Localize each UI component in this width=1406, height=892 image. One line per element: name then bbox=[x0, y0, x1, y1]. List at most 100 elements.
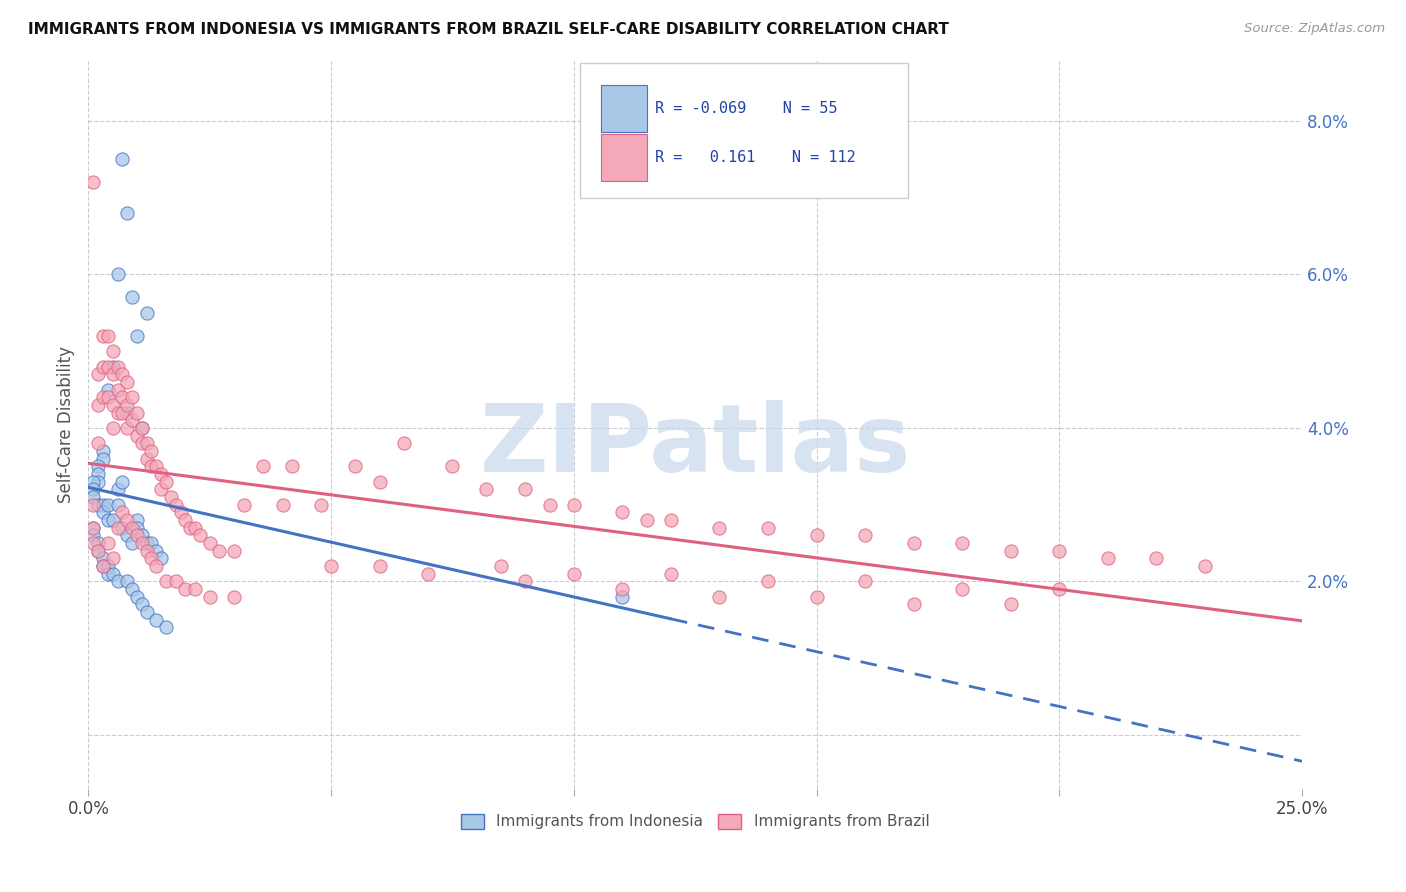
Point bbox=[222, 543, 245, 558]
Point bbox=[198, 536, 221, 550]
Point bbox=[636, 513, 658, 527]
Point bbox=[82, 483, 104, 497]
Text: R = -0.069    N = 55: R = -0.069 N = 55 bbox=[655, 101, 838, 116]
Point bbox=[141, 551, 163, 566]
Point bbox=[125, 528, 148, 542]
Point bbox=[91, 451, 114, 466]
Point bbox=[87, 543, 110, 558]
Point bbox=[150, 483, 173, 497]
Point bbox=[101, 359, 124, 374]
Point bbox=[125, 590, 148, 604]
Point bbox=[903, 536, 925, 550]
Point bbox=[87, 543, 110, 558]
Point bbox=[97, 498, 120, 512]
Point bbox=[319, 559, 342, 574]
Point bbox=[145, 459, 167, 474]
Point bbox=[709, 590, 731, 604]
Point bbox=[174, 582, 197, 596]
Text: ZIPatlas: ZIPatlas bbox=[479, 400, 911, 491]
Point bbox=[756, 574, 779, 589]
Point bbox=[368, 559, 391, 574]
Point bbox=[101, 566, 124, 581]
Point bbox=[232, 498, 254, 512]
Point bbox=[97, 328, 120, 343]
Point bbox=[184, 582, 207, 596]
Point bbox=[82, 498, 104, 512]
Point bbox=[107, 359, 129, 374]
Point bbox=[392, 436, 415, 450]
Point bbox=[709, 521, 731, 535]
Point bbox=[97, 559, 120, 574]
Point bbox=[115, 206, 138, 220]
Point bbox=[97, 359, 120, 374]
Point bbox=[562, 566, 585, 581]
Point bbox=[121, 582, 143, 596]
Point bbox=[141, 459, 163, 474]
Point bbox=[1000, 543, 1022, 558]
Text: R =   0.161    N = 112: R = 0.161 N = 112 bbox=[655, 150, 856, 165]
Point bbox=[115, 574, 138, 589]
Point bbox=[806, 528, 828, 542]
Point bbox=[1144, 551, 1167, 566]
Point bbox=[184, 521, 207, 535]
Point bbox=[125, 328, 148, 343]
Point bbox=[145, 559, 167, 574]
Point bbox=[87, 459, 110, 474]
Point bbox=[853, 528, 876, 542]
Point bbox=[87, 536, 110, 550]
Point bbox=[135, 436, 157, 450]
Text: Source: ZipAtlas.com: Source: ZipAtlas.com bbox=[1244, 22, 1385, 36]
Point bbox=[141, 444, 163, 458]
Point bbox=[82, 175, 104, 189]
Point bbox=[82, 521, 104, 535]
Point bbox=[475, 483, 498, 497]
Point bbox=[806, 590, 828, 604]
Point bbox=[368, 475, 391, 489]
Point bbox=[87, 436, 110, 450]
Point bbox=[91, 551, 114, 566]
Point bbox=[125, 521, 148, 535]
Point bbox=[612, 582, 634, 596]
Point bbox=[131, 421, 153, 435]
Point bbox=[418, 566, 440, 581]
Point bbox=[441, 459, 464, 474]
Point bbox=[115, 513, 138, 527]
FancyBboxPatch shape bbox=[579, 63, 907, 198]
Point bbox=[150, 467, 173, 481]
Point bbox=[91, 559, 114, 574]
Point bbox=[169, 505, 191, 519]
Point bbox=[82, 521, 104, 535]
Point bbox=[208, 543, 231, 558]
Point bbox=[101, 367, 124, 381]
Legend: Immigrants from Indonesia, Immigrants from Brazil: Immigrants from Indonesia, Immigrants fr… bbox=[456, 808, 935, 836]
Point bbox=[97, 390, 120, 404]
Point bbox=[115, 528, 138, 542]
Point bbox=[155, 620, 177, 634]
Point bbox=[91, 359, 114, 374]
Point bbox=[135, 451, 157, 466]
Text: IMMIGRANTS FROM INDONESIA VS IMMIGRANTS FROM BRAZIL SELF-CARE DISABILITY CORRELA: IMMIGRANTS FROM INDONESIA VS IMMIGRANTS … bbox=[28, 22, 949, 37]
Point bbox=[165, 574, 187, 589]
Point bbox=[82, 490, 104, 504]
Point bbox=[121, 536, 143, 550]
Point bbox=[853, 574, 876, 589]
Point bbox=[756, 521, 779, 535]
Point bbox=[107, 268, 129, 282]
Point bbox=[562, 498, 585, 512]
Point bbox=[1000, 598, 1022, 612]
Point bbox=[271, 498, 294, 512]
Point bbox=[91, 390, 114, 404]
Point bbox=[101, 398, 124, 412]
Point bbox=[115, 406, 138, 420]
Point bbox=[612, 590, 634, 604]
Point bbox=[91, 498, 114, 512]
Point bbox=[121, 521, 143, 535]
Point bbox=[107, 406, 129, 420]
Point bbox=[160, 490, 183, 504]
Point bbox=[165, 498, 187, 512]
Point bbox=[659, 566, 682, 581]
Point bbox=[135, 536, 157, 550]
Point bbox=[87, 475, 110, 489]
Y-axis label: Self-Care Disability: Self-Care Disability bbox=[58, 345, 75, 502]
Point bbox=[155, 475, 177, 489]
